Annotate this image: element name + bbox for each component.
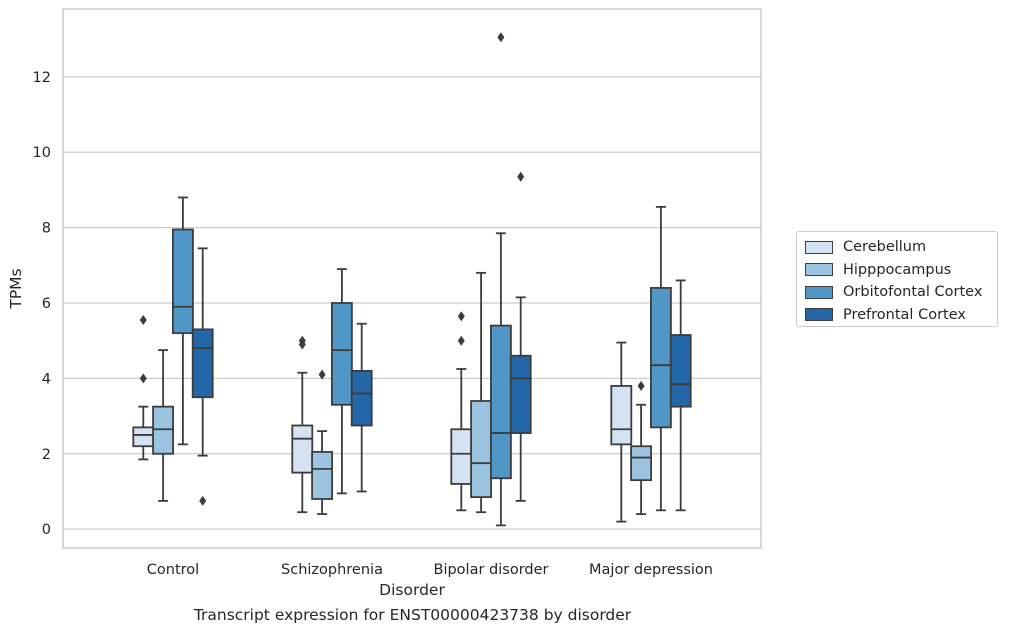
y-tick-label: 0: [42, 522, 51, 538]
box-body: [630, 445, 652, 482]
box-body: [669, 334, 692, 408]
x-axis-label: Disorder: [379, 581, 445, 599]
legend: Cerebellum Hipppocampus Orbitofontal Cor…: [796, 231, 998, 327]
box-hipppocampus: [311, 369, 334, 515]
box-body: [350, 369, 373, 427]
outlier-point: [298, 335, 306, 346]
box-body: [330, 302, 353, 406]
box-orbitofontal-cortex: [650, 205, 672, 512]
box-body: [509, 354, 532, 434]
legend-label-prefrontal: Prefrontal Cortex: [843, 306, 966, 323]
plot-border: [62, 8, 762, 549]
box-cerebellum: [291, 335, 314, 514]
outlier-point: [139, 314, 147, 325]
y-tick-label: 6: [42, 296, 51, 312]
box-prefrontal-cortex: [669, 279, 692, 512]
box-hipppocampus: [152, 349, 175, 502]
box-prefrontal-cortex: [509, 171, 532, 502]
figure-caption: Transcript expression for ENST0000042373…: [193, 606, 632, 624]
box-body: [191, 328, 214, 399]
x-tick-label: Bipolar disorder: [434, 562, 549, 578]
legend-swatch-prefrontal: [805, 308, 833, 322]
legend-swatch-hippocampus: [805, 263, 833, 277]
legend-item-hippocampus: Hipppocampus: [805, 259, 997, 282]
outlier-point: [139, 373, 147, 384]
box-hipppocampus: [630, 380, 652, 515]
outlier-point: [457, 311, 465, 322]
box-body: [291, 424, 314, 474]
outlier-point: [318, 369, 326, 380]
box-body: [311, 450, 334, 500]
box-orbitofontal-cortex: [330, 268, 353, 495]
box-prefrontal-cortex: [191, 247, 214, 506]
box-orbitofontal-cortex: [171, 196, 194, 446]
box-body: [171, 228, 194, 335]
plot-area: [63, 9, 761, 548]
legend-swatch-cerebellum: [805, 240, 833, 254]
x-tick-label: Control: [147, 562, 199, 578]
y-axis-label: TPMs: [7, 268, 25, 309]
legend-item-prefrontal: Prefrontal Cortex: [805, 304, 997, 327]
box-body: [489, 324, 512, 480]
y-tick-label: 4: [42, 371, 51, 387]
box-body: [132, 426, 155, 448]
outlier-point: [457, 335, 465, 346]
outlier-point: [497, 32, 505, 43]
box-body: [450, 428, 473, 485]
legend-item-cerebellum: Cerebellum: [805, 236, 997, 259]
outlier-point: [637, 380, 645, 391]
legend-label-cerebellum: Cerebellum: [843, 239, 927, 256]
y-tick-label: 8: [42, 221, 51, 237]
legend-label-orbitofrontal: Orbitofontal Cortex: [843, 284, 983, 301]
legend-swatch-orbitofrontal: [805, 285, 833, 299]
y-tick-label: 2: [42, 447, 51, 463]
box-body: [610, 385, 633, 446]
outlier-point: [517, 171, 525, 182]
outlier-point: [199, 495, 207, 506]
box-cerebellum: [450, 311, 473, 512]
box-body: [470, 400, 493, 499]
x-tick-label: Major depression: [589, 562, 713, 578]
box-prefrontal-cortex: [350, 322, 373, 493]
x-tick-label: Schizophrenia: [281, 562, 383, 578]
legend-label-hippocampus: Hipppocampus: [843, 261, 952, 278]
box-body: [650, 287, 672, 429]
legend-item-orbitofrontal: Orbitofontal Cortex: [805, 281, 997, 304]
box-cerebellum: [610, 341, 633, 523]
y-tick-label: 10: [33, 145, 51, 161]
y-tick-label: 12: [33, 70, 51, 86]
box-body: [152, 405, 175, 455]
